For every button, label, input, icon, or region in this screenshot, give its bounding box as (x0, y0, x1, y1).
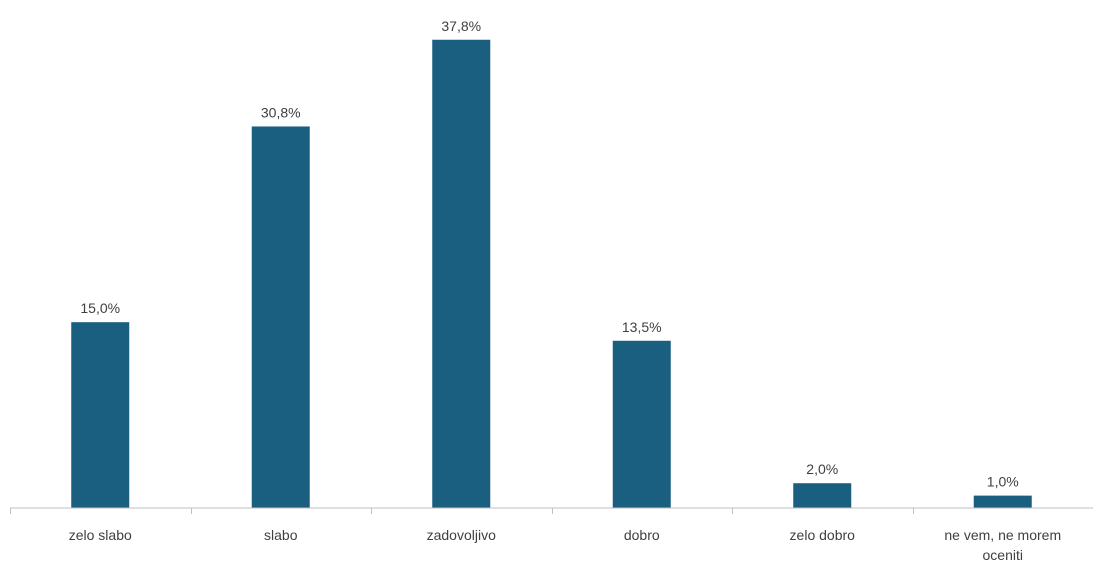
value-labels-group: 15,0% 30,8% 37,8% 13,5% 2,0% 1,0% (80, 18, 1018, 490)
bar (973, 495, 1032, 508)
data-label: 2,0% (806, 461, 838, 477)
category-tick-label: zadovoljivo (427, 527, 496, 543)
category-tick-label: zelo dobro (790, 527, 856, 543)
bar (612, 340, 671, 508)
bar (793, 483, 852, 508)
category-tick-label: zelo slabo (69, 527, 132, 543)
bar (432, 39, 491, 508)
data-label: 13,5% (622, 319, 662, 335)
category-labels-group: zelo slabo slabo zadovoljivo dobro zelo dobr… (69, 527, 1061, 563)
bar (71, 322, 130, 508)
category-tick-label: dobro (624, 527, 660, 543)
x-axis (10, 507, 1093, 514)
data-label: 1,0% (987, 474, 1019, 490)
category-tick-label: ne vem, ne morem oceniti (944, 527, 1061, 563)
data-label: 37,8% (441, 18, 481, 34)
category-tick-label: slabo (264, 527, 298, 543)
bar (251, 126, 310, 508)
bars-group (71, 39, 1032, 508)
data-label: 15,0% (80, 300, 120, 316)
data-label: 30,8% (261, 104, 301, 120)
